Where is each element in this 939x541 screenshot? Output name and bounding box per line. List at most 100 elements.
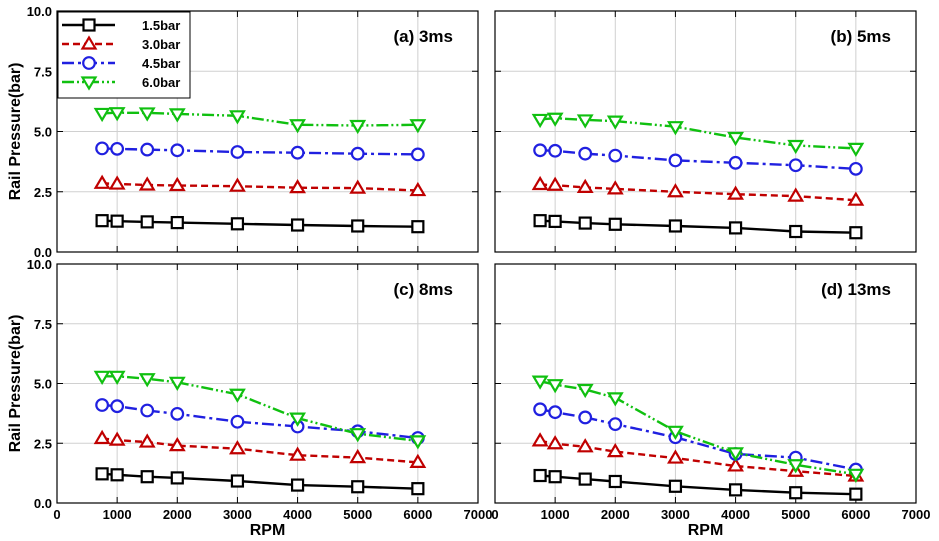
data-point-6.0bar xyxy=(289,412,306,427)
data-point-1.5bar xyxy=(230,474,245,488)
data-point-4.5bar xyxy=(230,145,245,159)
x-tick-label: 2000 xyxy=(601,507,630,522)
data-point-4.5bar xyxy=(533,143,548,158)
data-point-3.0bar xyxy=(229,177,246,192)
data-point-3.0bar xyxy=(289,178,306,194)
data-point-3.0bar xyxy=(546,435,564,450)
series-line-4.5bar xyxy=(540,149,856,171)
x-tick-label: 6000 xyxy=(403,507,432,522)
data-point-3.0bar xyxy=(787,187,805,202)
y-tick-label: 2.5 xyxy=(34,185,52,200)
series-line-3.0bar xyxy=(102,182,418,192)
data-point-1.5bar xyxy=(230,217,245,231)
data-point-3.0bar xyxy=(531,432,549,447)
chart-panel: 0.0 2.5 5.0 7.5 10.0 Rail Pressure(bar) (a) 3m… xyxy=(7,4,479,260)
data-point-6.0bar xyxy=(606,392,624,407)
data-point-1.5bar xyxy=(578,216,592,230)
data-point-6.0bar xyxy=(168,376,186,391)
y-tick-label: 0.0 xyxy=(34,496,52,511)
data-point-1.5bar xyxy=(533,468,547,483)
data-point-3.0bar xyxy=(667,449,684,464)
x-tick-label: 4000 xyxy=(721,507,750,522)
chart-panel: 0 1000 2000 3000 4000 5000 6000 7000 RPM (d) 13ms xyxy=(491,263,930,539)
data-point-6.0bar xyxy=(787,459,805,474)
y-tick-label: 5.0 xyxy=(34,377,52,392)
data-point-1.5bar xyxy=(789,224,803,239)
data-point-3.0bar xyxy=(409,181,427,197)
data-point-6.0bar xyxy=(667,121,684,136)
data-point-6.0bar xyxy=(138,107,156,122)
data-point-3.0bar xyxy=(168,176,186,192)
data-point-1.5bar xyxy=(728,483,743,497)
data-point-4.5bar xyxy=(548,405,563,420)
data-point-3.0bar xyxy=(667,183,684,198)
data-point-6.0bar xyxy=(667,425,684,440)
data-point-4.5bar xyxy=(230,414,245,429)
data-point-6.0bar xyxy=(531,113,549,129)
x-tick-label: 3000 xyxy=(661,507,690,522)
data-point-4.5bar xyxy=(110,399,125,414)
y-axis-label: Rail Pressure(bar) xyxy=(7,315,24,453)
data-point-6.0bar xyxy=(727,447,744,462)
data-point-1.5bar xyxy=(608,217,622,231)
data-point-1.5bar xyxy=(789,486,803,500)
data-point-3.0bar xyxy=(138,433,156,448)
data-point-3.0bar xyxy=(349,179,367,194)
data-point-6.0bar xyxy=(229,388,246,403)
data-point-4.5bar xyxy=(728,155,743,170)
data-point-1.5bar xyxy=(170,215,184,230)
data-point-4.5bar xyxy=(140,142,155,157)
data-point-1.5bar xyxy=(351,480,365,494)
data-point-6.0bar xyxy=(546,112,564,127)
data-point-6.0bar xyxy=(546,379,564,394)
data-point-4.5bar xyxy=(140,403,155,418)
data-point-1.5bar xyxy=(351,219,365,233)
data-point-3.0bar xyxy=(93,429,111,445)
x-tick-label: 4000 xyxy=(283,507,312,522)
x-tick-label: 0 xyxy=(491,507,498,522)
data-point-1.5bar xyxy=(668,479,683,493)
data-point-6.0bar xyxy=(289,119,306,134)
legend-marker-4.5bar xyxy=(82,56,96,70)
data-point-3.0bar xyxy=(576,438,594,453)
data-point-1.5bar xyxy=(578,472,592,486)
data-point-6.0bar xyxy=(349,119,367,135)
data-point-1.5bar xyxy=(290,218,305,232)
x-tick-label: 1000 xyxy=(541,507,570,522)
data-point-3.0bar xyxy=(168,436,186,452)
data-point-1.5bar xyxy=(668,219,683,233)
data-point-4.5bar xyxy=(410,147,425,162)
x-axis-label: RPM xyxy=(250,522,286,539)
x-tick-label: 3000 xyxy=(223,507,252,522)
y-tick-label: 10.0 xyxy=(27,257,52,272)
series-line-3.0bar xyxy=(539,439,856,478)
data-point-6.0bar xyxy=(787,139,805,155)
data-point-6.0bar xyxy=(576,114,594,129)
data-point-6.0bar xyxy=(229,110,246,125)
x-tick-label: 5000 xyxy=(343,507,372,522)
data-point-1.5bar xyxy=(608,474,622,489)
data-point-3.0bar xyxy=(606,442,624,458)
series-line-6.0bar xyxy=(102,375,419,443)
x-tick-label: 6000 xyxy=(841,507,870,522)
legend-marker-3.0bar xyxy=(80,35,98,50)
data-point-1.5bar xyxy=(411,482,425,496)
data-point-3.0bar xyxy=(108,431,126,446)
y-tick-label: 5.0 xyxy=(34,125,52,140)
data-point-4.5bar xyxy=(668,153,683,168)
data-point-1.5bar xyxy=(849,487,863,501)
data-point-4.5bar xyxy=(608,148,623,163)
data-point-3.0bar xyxy=(229,440,246,455)
legend: 1.5bar 3.0bar 4.5bar 6.0bar xyxy=(57,11,191,99)
data-point-6.0bar xyxy=(847,468,865,483)
panel-title: (b) 5ms xyxy=(831,27,891,46)
data-point-4.5bar xyxy=(290,145,305,160)
data-point-3.0bar xyxy=(576,178,594,194)
data-point-3.0bar xyxy=(531,175,549,191)
data-point-6.0bar xyxy=(349,428,367,443)
x-axis-label: RPM xyxy=(688,522,724,539)
data-point-4.5bar xyxy=(95,141,110,156)
x-tick-label: 2000 xyxy=(163,507,192,522)
panel-title: (d) 13ms xyxy=(821,280,891,299)
data-point-4.5bar xyxy=(578,146,593,161)
